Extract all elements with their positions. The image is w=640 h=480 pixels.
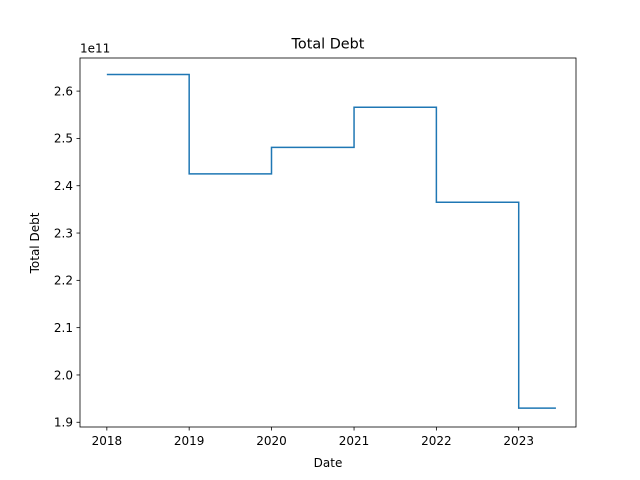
y-offset-label: 1e11 [80, 42, 110, 56]
y-tick-label: 2.3 [54, 226, 73, 240]
plot-area [106, 73, 556, 409]
y-tick-label: 2.2 [54, 274, 73, 288]
x-tick-label: 2020 [256, 434, 287, 448]
y-axis-label: Total Debt [28, 212, 42, 274]
x-tick-label: 2019 [174, 434, 205, 448]
y-axis: 1.9 2.0 2.1 2.2 2.3 2.4 2.5 2.6 [54, 84, 80, 430]
y-tick-label: 2.5 [54, 132, 73, 146]
chart-title: Total Debt [291, 37, 365, 53]
x-axis: 2018 2019 2020 2021 2022 2023 [92, 427, 534, 448]
y-tick-label: 2.6 [54, 84, 73, 98]
x-axis-label: Date [314, 456, 343, 470]
x-tick-label: 2022 [421, 434, 452, 448]
x-tick-label: 2023 [503, 434, 534, 448]
x-tick-label: 2018 [92, 434, 123, 448]
plot-frame [79, 57, 577, 428]
y-tick-label: 2.0 [54, 368, 73, 382]
y-tick-label: 2.4 [54, 179, 73, 193]
series-line-0 [106, 73, 556, 409]
x-tick-label: 2021 [339, 434, 370, 448]
y-tick-label: 2.1 [54, 321, 73, 335]
y-tick-label: 1.9 [54, 416, 73, 430]
